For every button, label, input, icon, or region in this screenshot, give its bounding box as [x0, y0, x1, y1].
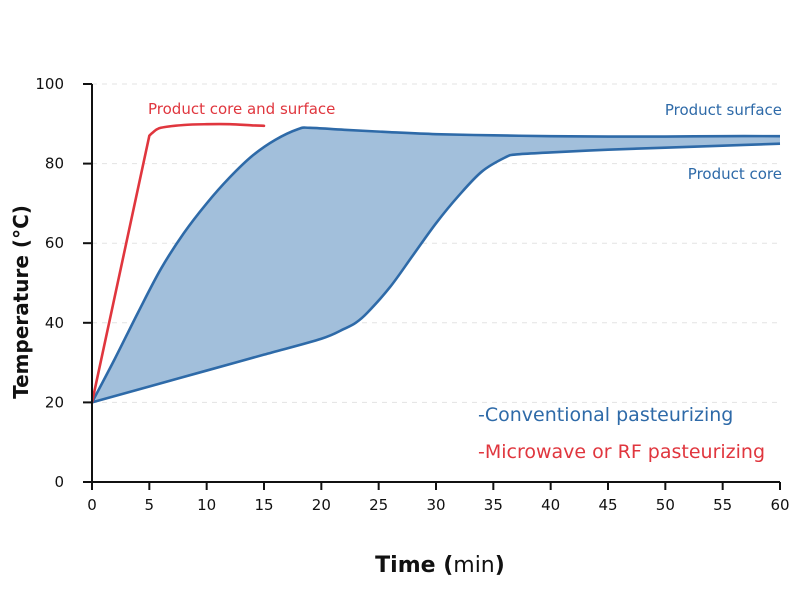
annotation-product-surface: Product surface — [665, 101, 782, 119]
x-axis-label-close: ) — [495, 553, 505, 578]
x-tick-label-35: 35 — [484, 496, 503, 514]
x-tick-label-20: 20 — [312, 496, 331, 514]
x-axis-label-unit: min — [453, 553, 495, 578]
legend-conventional-pasteurizing: -Conventional pasteurizing — [478, 404, 733, 426]
series-product-core-line — [91, 142, 781, 404]
x-tick-label-45: 45 — [598, 496, 617, 514]
y-tick-label-80: 80 — [45, 155, 64, 173]
y-ticks: 0 20 40 60 80 100 — [35, 75, 92, 491]
conventional-temperature-band — [92, 127, 780, 403]
y-tick-label-40: 40 — [45, 314, 64, 332]
series-microwave-line — [90, 122, 266, 404]
annotation-product-core-and-surface: Product core and surface — [148, 100, 335, 118]
x-tick-label-25: 25 — [369, 496, 388, 514]
x-tick-label-50: 50 — [656, 496, 675, 514]
x-tick-label-5: 5 — [145, 496, 155, 514]
series-product-surface-line — [90, 126, 781, 404]
x-tick-label-10: 10 — [197, 496, 216, 514]
y-axis-label: Temperature (°C) — [9, 205, 33, 399]
y-tick-label-0: 0 — [54, 473, 64, 491]
x-tick-label-0: 0 — [87, 496, 97, 514]
x-tick-label-40: 40 — [541, 496, 560, 514]
annotation-product-core: Product core — [688, 165, 782, 183]
x-tick-label-30: 30 — [426, 496, 445, 514]
x-axis-label: Time (min) — [375, 553, 505, 578]
series-lines — [90, 122, 781, 404]
y-tick-label-20: 20 — [45, 393, 64, 411]
y-tick-label-60: 60 — [45, 234, 64, 252]
x-tick-label-15: 15 — [254, 496, 273, 514]
y-tick-label-100: 100 — [35, 75, 64, 93]
x-axis-label-name: Time ( — [375, 553, 453, 578]
x-ticks: 0 5 10 15 20 25 30 35 40 45 50 55 60 — [87, 482, 790, 514]
x-tick-label-55: 55 — [713, 496, 732, 514]
x-tick-label-60: 60 — [770, 496, 789, 514]
legend-microwave-rf-pasteurizing: -Microwave or RF pasteurizing — [478, 441, 765, 463]
